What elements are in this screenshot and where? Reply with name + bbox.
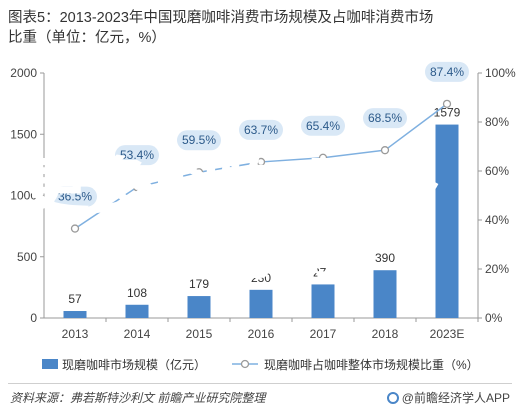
line-point: [194, 168, 204, 177]
bar: [435, 124, 459, 318]
line-label-bubble: [177, 130, 221, 151]
x-tick-label: 2016: [248, 327, 275, 341]
left-tick-label: 0: [30, 311, 37, 325]
bar-value-label: 230: [251, 271, 271, 285]
bar: [373, 270, 397, 318]
chart-title: 图表5：2013-2023年中国现磨咖啡消费市场规模及占咖啡消费市场: [8, 10, 434, 26]
left-tick-label: 500: [17, 250, 37, 264]
line-label-bubble: [115, 145, 159, 166]
x-tick-label: 2023E: [430, 327, 465, 341]
bar: [63, 311, 87, 318]
line-value-label: 53.4%: [120, 148, 154, 162]
legend-bar-swatch: [42, 359, 58, 369]
right-tick-label: 60%: [485, 164, 509, 178]
line-value-label: 87.4%: [430, 65, 464, 79]
right-tick-label: 100%: [485, 66, 516, 80]
chart-subtitle: 比重（单位：亿元，%）: [8, 30, 166, 46]
right-tick-label: 40%: [485, 213, 509, 227]
line-value-label: 68.5%: [368, 111, 402, 125]
line-label-bubble: [239, 119, 283, 140]
line-label-bubble: [425, 61, 469, 82]
bar: [125, 304, 149, 318]
right-tick-label: 80%: [485, 115, 509, 129]
legend-line-marker: [240, 359, 250, 369]
right-tick-label: 20%: [485, 262, 509, 276]
left-tick-label: 2000: [10, 66, 37, 80]
bar: [311, 284, 335, 318]
line-point: [442, 99, 452, 109]
right-tick-label: 0%: [485, 311, 503, 325]
x-tick-label: 2017: [310, 327, 337, 341]
legend-bar-label: 现磨咖啡市场规模（亿元）: [62, 357, 206, 372]
bar-value-label: 179: [189, 277, 209, 291]
line-value-label: 59.5%: [182, 133, 216, 147]
bar: [187, 296, 211, 318]
x-tick-label: 2015: [186, 327, 213, 341]
line-label-bubble: [363, 108, 407, 129]
left-tick-label: 1500: [10, 127, 37, 141]
legend-line-label: 现磨咖啡占咖啡整体市场规模比重（%）: [264, 357, 479, 372]
bar-value-label: 57: [68, 292, 82, 306]
bar-value-label: 390: [375, 251, 395, 265]
x-tick-label: 2018: [372, 327, 399, 341]
logo-text: @前瞻经济学人APP: [401, 391, 510, 405]
brand-logo: @前瞻经济学人APP: [386, 389, 510, 406]
x-tick-label: 2014: [124, 327, 151, 341]
left-tick-label: 1000: [10, 189, 37, 203]
line-value-label: 65.4%: [306, 119, 340, 133]
line-point: [318, 153, 328, 162]
x-tick-label: 2013: [62, 327, 89, 341]
line-point: [132, 183, 142, 192]
footer-divider: [8, 383, 512, 384]
line-point: [70, 224, 80, 233]
bar-value-label: 108: [127, 286, 147, 300]
bar: [249, 289, 273, 318]
line-label-bubble: [53, 186, 97, 207]
bar-value-label: 274: [313, 265, 333, 279]
line-value-label: 63.7%: [244, 123, 278, 137]
line-point: [380, 146, 390, 155]
source-note: 资料来源：弗若斯特沙利文 前瞻产业研究院整理: [10, 391, 266, 405]
line-value-label: 36.5%: [58, 190, 92, 204]
logo-icon: [386, 392, 399, 404]
line-label-bubble: [301, 115, 345, 136]
chart-title-block: 图表5：2013-2023年中国现磨咖啡消费市场规模及占咖啡消费市场 比重（单位…: [8, 8, 512, 48]
line-point: [256, 157, 266, 167]
